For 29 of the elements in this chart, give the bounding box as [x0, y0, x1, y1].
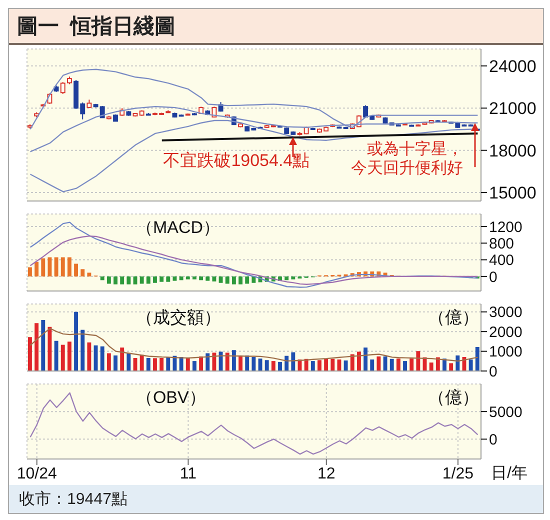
- x-tick-label: 11: [180, 465, 197, 482]
- x-axis-title: 日/年: [491, 464, 528, 484]
- y-tick-label: 3000: [489, 304, 522, 322]
- y-tick-label: 2000: [489, 324, 522, 341]
- y-tick-label: 1000: [489, 344, 522, 361]
- annotation: 今天回升便利好: [351, 159, 463, 178]
- text: 收市：19447點: [9, 485, 543, 513]
- chart-title: （OBV）: [136, 387, 206, 409]
- y-tick-label: 0: [489, 363, 498, 380]
- x-tick-label: 1/25: [442, 465, 474, 482]
- y-tick-label: 15000: [489, 184, 536, 203]
- y-tick-label: 24000: [489, 56, 536, 76]
- annotation: 不宜跌破19054.4點: [163, 150, 310, 172]
- chart-title: （MACD）: [136, 217, 220, 239]
- y-axis-title: （億）: [428, 307, 479, 329]
- chart-title: 圖一 恒指日綫圖: [9, 9, 543, 45]
- x-tick-label: 10/24: [16, 465, 57, 482]
- y-axis-title: （億）: [428, 387, 479, 409]
- annotation: 或為十字星，: [366, 140, 463, 160]
- y-tick-label: 400: [489, 252, 514, 270]
- x-tick-label: 12: [317, 465, 336, 482]
- y-tick-label: 21000: [489, 99, 536, 118]
- y-tick-label: 0: [489, 268, 498, 286]
- y-tick-label: 18000: [489, 141, 536, 160]
- y-tick-label: 800: [489, 235, 514, 252]
- y-tick-label: 0: [489, 431, 498, 448]
- y-tick-label: 1200: [489, 218, 522, 236]
- y-tick-label: 5000: [489, 404, 522, 421]
- chart-title: （成交額）: [136, 307, 221, 329]
